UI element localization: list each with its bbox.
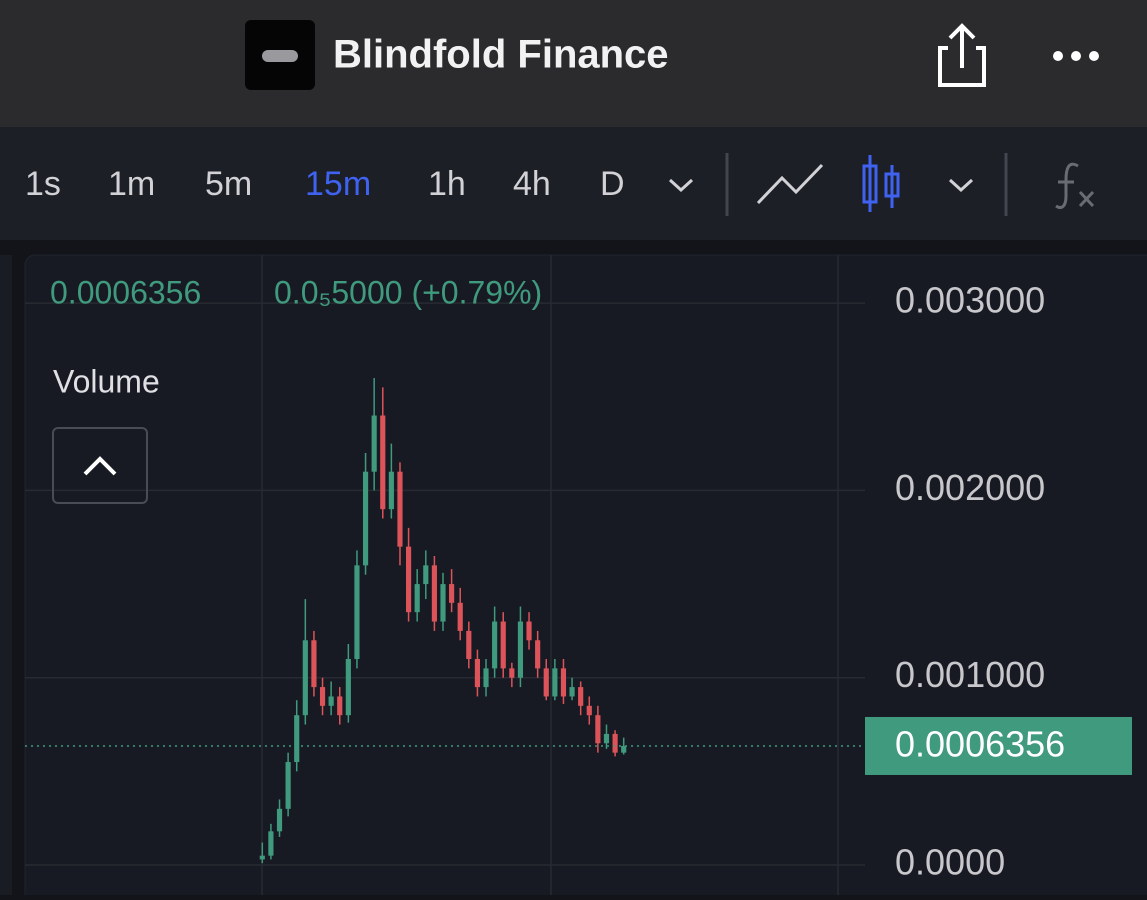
candle-body — [449, 584, 455, 603]
candle-body — [414, 584, 420, 613]
interval-dropdown[interactable] — [668, 178, 694, 193]
candle-body — [345, 659, 351, 716]
candle-icon — [884, 172, 900, 198]
candle-body — [569, 687, 575, 697]
chart-panel — [24, 254, 1147, 900]
indicator-label: Volume — [53, 363, 160, 399]
side-panel — [0, 255, 12, 895]
candle-body — [586, 705, 592, 716]
candle-body — [285, 762, 291, 809]
candle-body — [483, 668, 489, 688]
candle-body — [406, 546, 412, 613]
interval-button[interactable]: 1h — [428, 165, 466, 203]
candle-body — [612, 733, 618, 753]
candle-body — [397, 471, 403, 547]
legend-price: 0.0006356 — [50, 274, 201, 310]
share-box — [938, 46, 986, 87]
candle-chart-button[interactable] — [862, 155, 900, 212]
y-tick-label: 0.001000 — [895, 654, 1045, 695]
candle-body — [621, 745, 627, 753]
interval-button[interactable]: 15m — [305, 165, 371, 203]
interval-button[interactable]: D — [600, 165, 625, 203]
candle-body — [492, 621, 498, 669]
candle-body — [362, 471, 369, 566]
dot — [1071, 51, 1081, 61]
candle-icon — [862, 164, 878, 204]
candle-body — [500, 621, 506, 669]
dot — [1089, 51, 1099, 61]
candle-body — [268, 831, 274, 856]
candle-body — [302, 640, 308, 716]
toolbar — [0, 127, 1147, 240]
share-button[interactable] — [938, 23, 986, 87]
candle-body — [517, 621, 524, 678]
dot — [1053, 51, 1063, 61]
candle-body — [474, 659, 480, 688]
fx-icon — [1055, 162, 1079, 210]
candle-body — [371, 415, 377, 472]
candle-body — [552, 668, 558, 697]
candle-body — [440, 584, 446, 622]
candle-body — [603, 733, 610, 744]
interval-button[interactable]: 1m — [108, 165, 155, 203]
candle-body — [526, 621, 532, 641]
candle-body — [354, 565, 360, 660]
interval-button[interactable]: 1s — [25, 165, 61, 203]
candle-body — [337, 696, 343, 716]
candle-body — [294, 715, 300, 763]
fx-icon — [1078, 190, 1095, 208]
share-arrow — [948, 23, 976, 68]
icon-blindfold — [262, 50, 298, 62]
candle-body — [578, 687, 584, 706]
candle-body — [259, 855, 265, 860]
y-tick-label: 0.003000 — [895, 280, 1045, 321]
candle-body — [535, 640, 541, 669]
last-price-label: 0.0006356 — [895, 724, 1065, 765]
more-button[interactable] — [1053, 51, 1099, 61]
candle-body — [509, 668, 515, 678]
y-tick-label: 0.0000 — [895, 842, 1005, 883]
candle-body — [328, 696, 334, 706]
last-price-badge — [865, 716, 1132, 775]
candle-body — [380, 415, 386, 510]
indicators-button[interactable] — [1055, 162, 1095, 210]
y-tick-label: 0.002000 — [895, 467, 1045, 508]
candle-body — [431, 565, 437, 622]
candle-body — [560, 668, 567, 697]
candle-body — [388, 471, 394, 510]
interval-button[interactable]: 5m — [205, 165, 252, 203]
candle-body — [543, 668, 549, 697]
interval-button[interactable]: 4h — [513, 165, 551, 203]
collapse-button[interactable] — [52, 427, 148, 504]
chart-type-dropdown[interactable] — [948, 178, 974, 193]
chevron-up — [83, 456, 117, 476]
candle-body — [457, 602, 463, 631]
candle-body — [466, 630, 472, 660]
app-title: Blindfold Finance — [333, 33, 669, 77]
button-frame — [52, 427, 148, 504]
candle-body — [595, 715, 601, 744]
candle-body — [311, 640, 317, 688]
legend-change: 0.0₅5000 (+0.79%) — [274, 274, 542, 310]
candle-body — [319, 687, 326, 706]
candle-body — [276, 808, 283, 832]
candle-body — [423, 565, 429, 585]
header — [0, 0, 1147, 127]
line-chart-button[interactable] — [756, 163, 824, 205]
